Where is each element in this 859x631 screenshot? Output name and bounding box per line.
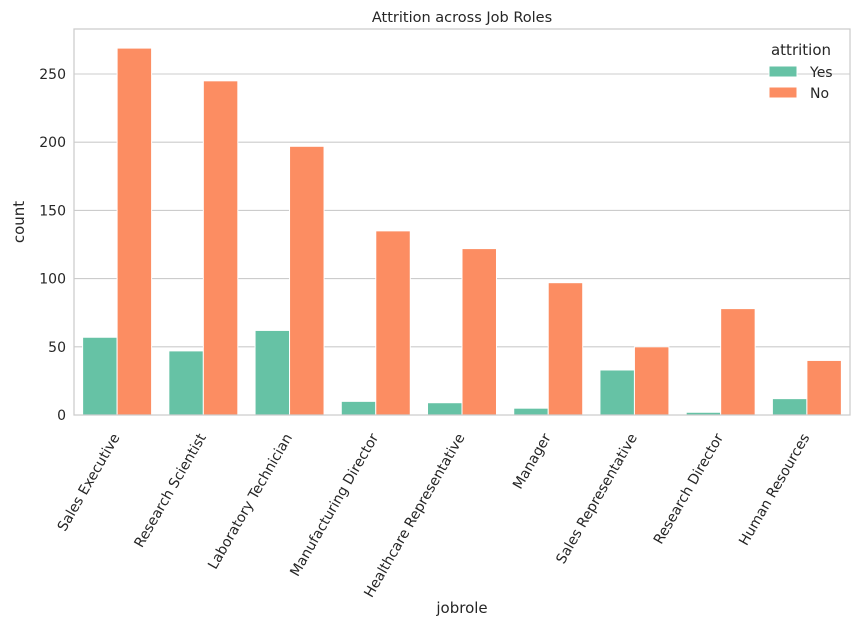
chart-title: Attrition across Job Roles [372, 10, 552, 26]
x-tick-label: Human Resources [736, 431, 813, 548]
bar-no [202, 80, 239, 416]
x-tick-label: Sales Executive [55, 431, 124, 534]
bar-no [720, 308, 756, 416]
x-tick-label: Laboratory Technician [205, 431, 296, 572]
bar-yes [599, 369, 635, 416]
bar-yes [168, 350, 204, 416]
legend-label-yes: Yes [809, 65, 833, 81]
bar-yes [513, 407, 549, 416]
x-tick-label: Research Scientist [132, 431, 211, 551]
bar-no [633, 346, 670, 416]
y-axis-ticks: 0 50 100 150 200 250 [39, 67, 66, 424]
bar-no [547, 282, 584, 416]
bar-yes [82, 336, 118, 416]
bar-yes [427, 402, 463, 416]
bar-no [806, 359, 842, 416]
y-tick-label: 250 [39, 67, 66, 83]
x-axis-ticks: Sales Executive Research ScientistLaborat… [55, 431, 814, 601]
x-tick-label: Healthcare Representative [361, 431, 468, 601]
legend-title: attrition [771, 41, 831, 59]
x-tick-label: Sales Representative [553, 431, 641, 567]
bar-no [289, 145, 325, 416]
legend: attrition Yes No [768, 41, 833, 102]
x-tick-label: Research Director [651, 431, 727, 547]
x-tick-label: Manufacturing Director [287, 431, 382, 580]
bar-yes [340, 400, 377, 416]
legend-label-no: No [810, 86, 829, 102]
bar-yes [771, 398, 808, 416]
x-axis-label: jobrole [435, 599, 487, 617]
bar-no [375, 230, 411, 416]
bar-yes [254, 329, 291, 416]
bar-no [116, 47, 153, 416]
legend-swatch-no [768, 86, 798, 99]
x-tick-label: Manager [510, 431, 555, 492]
y-axis-label: count [10, 201, 28, 243]
legend-swatch-yes [768, 65, 798, 78]
y-tick-label: 0 [57, 408, 66, 424]
y-tick-label: 100 [39, 272, 66, 288]
y-tick-label: 150 [39, 203, 66, 219]
y-tick-label: 200 [39, 135, 66, 151]
bar-no [461, 248, 497, 416]
y-tick-label: 50 [48, 340, 66, 356]
plot-frame [73, 28, 851, 416]
bars [82, 47, 842, 416]
